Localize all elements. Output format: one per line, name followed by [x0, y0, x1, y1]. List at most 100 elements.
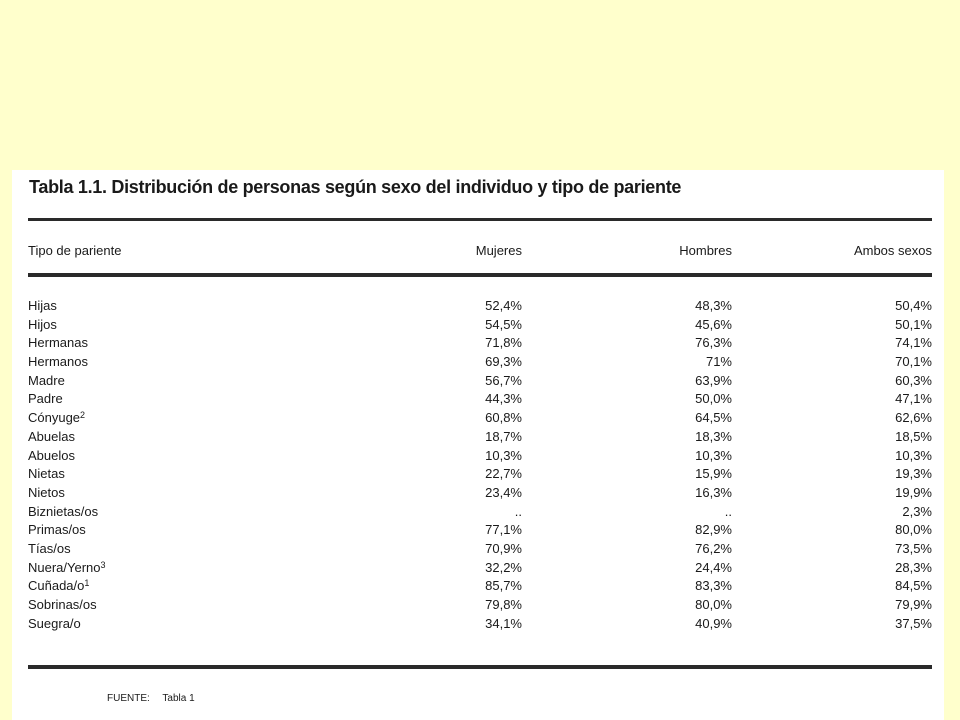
table-title: Tabla 1.1. Distribución de personas segú… [29, 177, 682, 197]
cell-ambos-sexos: 18,5% [895, 428, 932, 444]
row-label-text: Hermanos [28, 354, 88, 370]
footnote-marker: 2 [80, 410, 86, 421]
cell-mujeres: 56,7% [485, 372, 522, 388]
row-label: Nietas [28, 466, 65, 481]
cell-hombres: 71% [705, 354, 732, 370]
table-row: Hermanos 69,3% 71% 70,1% [28, 354, 932, 373]
source-value: Tabla 1 [162, 693, 195, 704]
cell-mujeres: 85,7% [485, 578, 522, 594]
table-row: Hijos 54,5% 45,6% 50,1% [28, 317, 932, 336]
table-row: Hermanas 71,8% 76,3% 74,1% [28, 335, 932, 354]
cell-ambos-sexos: 19,9% [895, 484, 932, 500]
table-row: Sobrinas/os 79,8% 80,0% 79,9% [28, 597, 932, 616]
table-row: Abuelas 18,7% 18,3% 18,5% [28, 429, 932, 448]
cell-hombres: 64,5% [695, 410, 732, 426]
row-label: Madre [28, 373, 65, 388]
cell-hombres: 82,9% [695, 522, 732, 538]
cell-mujeres: 70,9% [485, 540, 522, 556]
table-header-row: Tipo de pariente Mujeres Hombres Ambos s… [28, 243, 932, 261]
cell-ambos-sexos: 80,0% [895, 522, 932, 538]
cell-hombres: 63,9% [695, 372, 732, 388]
cell-hombres: 18,3% [695, 428, 732, 444]
cell-hombres: 76,3% [695, 335, 732, 351]
table-row: Suegra/o 34,1% 40,9% 37,5% [28, 616, 932, 635]
top-rule [28, 218, 932, 221]
row-label-text: Nietos [28, 484, 65, 500]
row-label-text: Padre [28, 391, 63, 407]
row-label-text: Hijas [28, 298, 57, 313]
cell-hombres: 40,9% [695, 615, 732, 631]
cell-hombres: 83,3% [695, 578, 732, 594]
cell-ambos-sexos: 47,1% [895, 391, 932, 407]
cell-ambos-sexos: 62,6% [895, 410, 932, 426]
cell-ambos-sexos: 28,3% [895, 559, 932, 575]
cell-mujeres: 54,5% [485, 316, 522, 332]
cell-hombres: 76,2% [695, 540, 732, 556]
bottom-rule [28, 665, 932, 669]
row-label-text: Sobrinas/os [28, 597, 97, 612]
row-label: Nuera/Yerno3 [28, 560, 106, 575]
footnote-marker: 1 [84, 578, 90, 589]
cell-mujeres: 52,4% [485, 298, 522, 313]
header-ambos-sexos: Ambos sexos [853, 243, 932, 258]
cell-ambos-sexos: 79,9% [895, 597, 932, 612]
cell-mujeres: 69,3% [485, 354, 522, 370]
cell-ambos-sexos: 60,3% [895, 372, 932, 388]
header-rule [28, 273, 932, 277]
cell-hombres: 80,0% [695, 597, 732, 612]
cell-mujeres: 77,1% [485, 522, 522, 538]
cell-mujeres: 71,8% [485, 335, 522, 351]
cell-hombres: 45,6% [695, 316, 732, 332]
cell-hombres: 10,3% [695, 447, 732, 463]
cell-ambos-sexos: 73,5% [895, 540, 932, 556]
cell-hombres: 50,0% [695, 391, 732, 407]
header-mujeres: Mujeres [475, 243, 522, 258]
table-row: Nuera/Yerno3 32,2% 24,4% 28,3% [28, 560, 932, 579]
row-label-text: Primas/os [28, 522, 86, 538]
row-label-text: Madre [28, 372, 65, 388]
row-label: Cuñada/o1 [28, 578, 89, 593]
row-label-text: Tías/os [28, 540, 71, 556]
cell-mujeres: 10,3% [485, 447, 522, 463]
table-row: Hijas 52,4% 48,3% 50,4% [28, 298, 932, 317]
table-row: Cuñada/o1 85,7% 83,3% 84,5% [28, 578, 932, 597]
row-label-text: Abuelos [28, 447, 75, 463]
source-note: FUENTE: Tabla 1 [107, 693, 195, 704]
header-tipo-de-pariente: Tipo de pariente [28, 243, 122, 258]
cell-mujeres: 60,8% [485, 410, 522, 426]
row-label: Biznietas/os [28, 504, 98, 519]
cell-ambos-sexos: 50,1% [895, 316, 932, 332]
cell-mujeres: 23,4% [485, 484, 522, 500]
table-body: Hijas 52,4% 48,3% 50,4% Hijos 54,5% 45,6% 50,1%… [28, 298, 932, 634]
table-row: Nietas 22,7% 15,9% 19,3% [28, 466, 932, 485]
row-label: Tías/os [28, 541, 71, 556]
row-label: Abuelos [28, 448, 75, 463]
row-label: Hermanos [28, 354, 88, 369]
table-row: Nietos 23,4% 16,3% 19,9% [28, 485, 932, 504]
row-label-text: Hijos [28, 316, 57, 332]
row-label: Hijas [28, 298, 57, 313]
row-label: Nietos [28, 485, 65, 500]
cell-hombres: .. [724, 503, 732, 519]
row-label-text: Biznietas/os [28, 503, 99, 519]
footnote-marker: 3 [100, 559, 106, 570]
row-label: Hermanas [28, 335, 88, 350]
cell-ambos-sexos: 37,5% [895, 615, 932, 631]
cell-ambos-sexos: 2,3% [902, 503, 932, 519]
table-row: Madre 56,7% 63,9% 60,3% [28, 373, 932, 392]
source-label: FUENTE: [107, 693, 150, 704]
row-label: Hijos [28, 317, 57, 332]
row-label: Padre [28, 391, 63, 406]
cell-hombres: 15,9% [695, 466, 732, 482]
row-label-text: Cónyuge [28, 410, 81, 426]
table-row: Primas/os 77,1% 82,9% 80,0% [28, 522, 932, 541]
cell-mujeres: 44,3% [485, 391, 522, 407]
cell-hombres: 16,3% [695, 484, 732, 500]
table-row: Tías/os 70,9% 76,2% 73,5% [28, 541, 932, 560]
row-label: Primas/os [28, 522, 86, 537]
cell-ambos-sexos: 70,1% [895, 354, 932, 370]
cell-mujeres: 32,2% [485, 559, 522, 575]
row-label-text: Hermanas [28, 335, 88, 351]
cell-ambos-sexos: 10,3% [895, 447, 932, 463]
cell-hombres: 24,4% [695, 559, 732, 575]
